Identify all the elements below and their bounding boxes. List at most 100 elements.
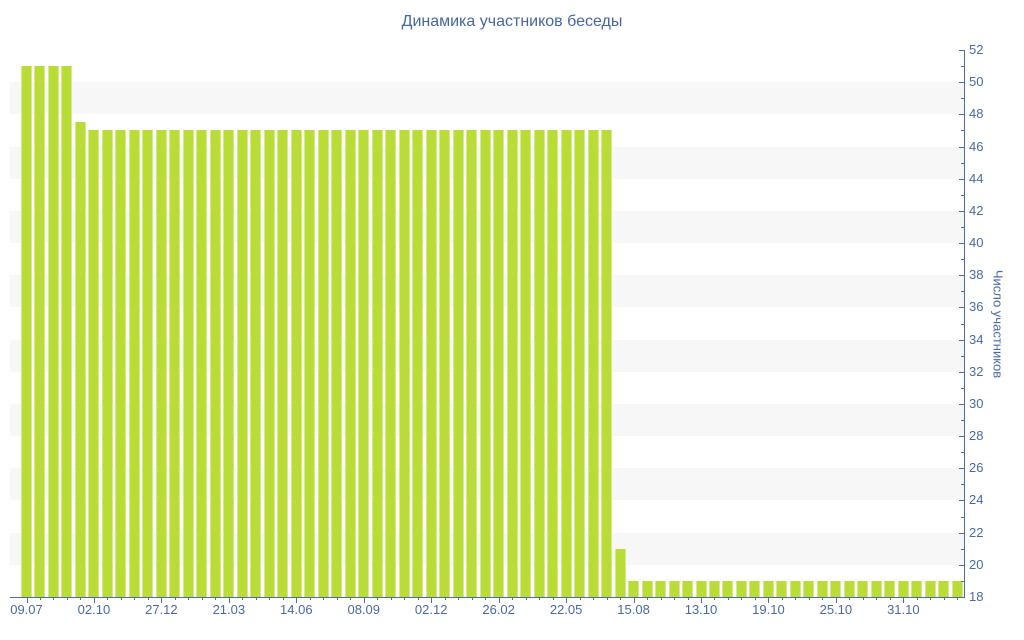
x-minor-tick: [323, 598, 325, 600]
y-minor-tick: [961, 291, 964, 293]
x-tick-label: 19.10: [752, 602, 785, 617]
bar: [115, 130, 127, 597]
x-tick-label: 14.06: [280, 602, 313, 617]
x-major-tick: [296, 598, 298, 603]
bar: [884, 580, 896, 597]
bar: [749, 580, 761, 597]
x-minor-tick: [957, 598, 959, 600]
x-minor-tick: [552, 598, 554, 600]
x-minor-tick: [120, 598, 122, 600]
x-minor-tick: [660, 598, 662, 600]
bar: [924, 580, 936, 597]
x-minor-tick: [714, 598, 716, 600]
x-minor-tick: [336, 598, 338, 600]
y-tick-label: 48: [969, 106, 984, 122]
bar: [911, 580, 923, 597]
bar: [506, 130, 518, 597]
x-minor-tick: [674, 598, 676, 600]
y-tick-label: 22: [969, 524, 984, 540]
y-tick-label: 28: [969, 428, 984, 444]
y-tick-label: 44: [969, 170, 984, 186]
bar: [425, 130, 437, 597]
x-minor-tick: [201, 598, 203, 600]
x-minor-tick: [620, 598, 622, 600]
x-major-tick: [768, 598, 770, 603]
bar: [560, 130, 572, 597]
x-minor-tick: [471, 598, 473, 600]
x-minor-tick: [390, 598, 392, 600]
bar: [61, 66, 73, 597]
y-minor-tick: [961, 66, 964, 68]
y-major-tick: [959, 339, 964, 341]
y-minor-tick: [961, 387, 964, 389]
x-major-tick: [701, 598, 702, 603]
y-minor-tick: [961, 420, 964, 422]
y-axis-line: [964, 50, 965, 598]
y-minor-tick: [961, 194, 964, 196]
x-major-tick: [633, 598, 635, 603]
y-major-tick: [959, 146, 964, 148]
x-tick-label: 08.09: [347, 602, 381, 617]
bar: [223, 130, 235, 597]
bar: [128, 130, 140, 597]
bar: [897, 580, 909, 597]
x-minor-tick: [147, 598, 149, 600]
x-major-tick: [93, 598, 95, 603]
x-minor-tick: [862, 598, 864, 600]
y-minor-tick: [961, 259, 964, 261]
bar: [520, 130, 532, 597]
y-major-tick: [959, 500, 964, 502]
bar: [317, 130, 329, 597]
x-minor-tick: [741, 598, 743, 600]
x-axis-line: [10, 597, 965, 598]
x-minor-tick: [876, 598, 878, 600]
bar: [398, 130, 410, 597]
bar: [601, 130, 613, 597]
y-major-tick: [959, 307, 964, 309]
x-minor-tick: [80, 598, 82, 600]
bar: [47, 66, 59, 597]
x-minor-tick: [579, 598, 581, 600]
bar: [776, 580, 788, 597]
x-minor-tick: [350, 598, 352, 600]
y-minor-tick: [961, 484, 964, 486]
bar: [88, 130, 100, 597]
x-minor-tick: [687, 598, 689, 600]
bar: [236, 130, 248, 597]
bar: [290, 130, 302, 597]
bar: [938, 580, 950, 597]
bar: [263, 130, 275, 597]
x-major-tick: [566, 598, 568, 603]
x-tick-label: 31.10: [887, 602, 920, 617]
x-minor-tick: [188, 598, 190, 600]
x-major-tick: [431, 598, 433, 603]
bar: [655, 580, 667, 597]
x-minor-tick: [647, 598, 649, 600]
x-major-tick: [363, 598, 365, 603]
bar: [21, 66, 32, 597]
chart-title: Динамика участников беседы: [401, 13, 623, 30]
x-minor-tick: [309, 598, 311, 600]
x-minor-tick: [727, 598, 729, 600]
y-tick-label: 50: [969, 74, 984, 90]
x-minor-tick: [242, 598, 244, 600]
y-minor-tick: [961, 226, 964, 228]
x-minor-tick: [282, 598, 284, 600]
bar: [533, 130, 545, 597]
x-minor-tick: [39, 598, 41, 600]
x-minor-tick: [417, 598, 419, 600]
x-minor-tick: [795, 598, 797, 600]
bar: [803, 580, 815, 597]
y-minor-tick: [961, 162, 964, 164]
y-tick-label: 32: [969, 363, 984, 379]
y-tick-label: 36: [969, 299, 984, 315]
bar: [789, 580, 801, 597]
y-minor-tick: [961, 98, 964, 100]
bar: [547, 130, 559, 597]
x-major-tick: [835, 598, 837, 603]
bar: [277, 130, 289, 597]
bar: [209, 130, 221, 597]
y-major-tick: [959, 50, 964, 51]
